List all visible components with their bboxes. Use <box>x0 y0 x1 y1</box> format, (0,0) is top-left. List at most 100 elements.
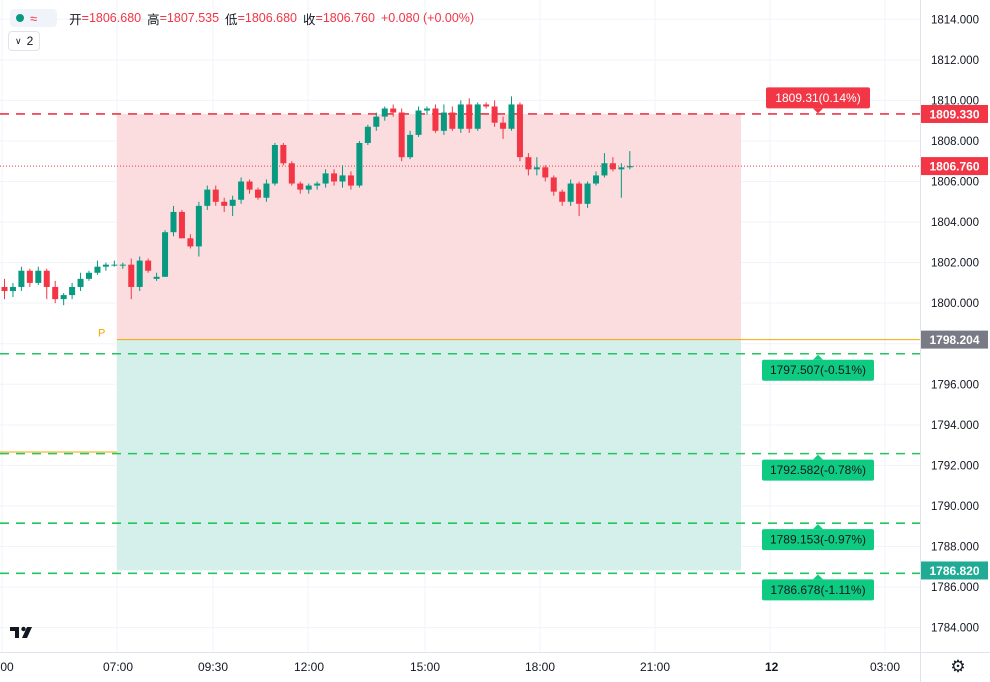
candle-body[interactable] <box>263 183 270 198</box>
candle-body[interactable] <box>119 264 126 266</box>
candle-body[interactable] <box>440 112 447 131</box>
candle-body[interactable] <box>483 104 490 107</box>
candle-body[interactable] <box>373 116 380 127</box>
long-position-zones[interactable]: P <box>0 113 920 571</box>
candle-body[interactable] <box>195 205 202 247</box>
candle-body[interactable] <box>102 264 109 267</box>
series-status-badge[interactable]: ≈ <box>10 9 58 27</box>
candle-body[interactable] <box>381 108 388 117</box>
candle-body[interactable] <box>128 264 135 287</box>
candle-body[interactable] <box>567 183 574 202</box>
candle-body[interactable] <box>533 167 540 170</box>
price-tick-label: 1788.000 <box>931 542 979 554</box>
candle-body[interactable] <box>297 183 304 190</box>
candle-body[interactable] <box>601 163 608 176</box>
candle-body[interactable] <box>26 270 33 283</box>
candle-body[interactable] <box>170 211 177 233</box>
candle-body[interactable] <box>43 270 50 287</box>
price-tick-label: 1814.000 <box>931 14 979 26</box>
candle-body[interactable] <box>542 167 549 178</box>
candle-body[interactable] <box>415 110 422 135</box>
candle-body[interactable] <box>500 122 507 129</box>
candle-body[interactable] <box>364 126 371 143</box>
stop-zone[interactable] <box>117 339 741 571</box>
candle-body[interactable] <box>550 177 557 192</box>
candle-body[interactable] <box>187 238 194 247</box>
candle-body[interactable] <box>204 189 211 206</box>
candle-body[interactable] <box>584 183 591 204</box>
candle-body[interactable] <box>305 185 312 190</box>
candle-body[interactable] <box>516 104 523 158</box>
candle-body[interactable] <box>432 108 439 131</box>
candle-body[interactable] <box>593 175 599 184</box>
time-tick-label: 21:00 <box>640 660 670 674</box>
level-tooltip-text: 1786.678(-1.11%) <box>770 583 865 597</box>
candle-body[interactable] <box>457 104 464 129</box>
price-label-text-current: 1806.760 <box>929 160 979 174</box>
price-label-stop <box>921 561 988 580</box>
price-label-entry <box>921 330 988 349</box>
candle-body[interactable] <box>280 145 287 164</box>
price-tick-label: 1784.000 <box>931 623 979 635</box>
time-tick-label: 03:00 <box>870 660 900 674</box>
dashed-price-levels[interactable] <box>0 113 920 575</box>
level-tooltips: 1809.31(0.14%) 1797.507(-0.51%) 1792.582(-… <box>762 87 874 601</box>
candle-body[interactable] <box>331 173 338 182</box>
open-label: 开 <box>69 12 82 27</box>
candle-body[interactable] <box>162 232 169 277</box>
close-label: 收 <box>303 12 316 27</box>
tradingview-logo-icon[interactable] <box>9 624 37 640</box>
candle-body[interactable] <box>288 163 295 184</box>
candle-body[interactable] <box>559 191 566 202</box>
candle-body[interactable] <box>339 175 346 182</box>
candle-body[interactable] <box>609 163 616 170</box>
candle-body[interactable] <box>238 181 245 200</box>
candle-body[interactable] <box>136 260 143 287</box>
candle-body[interactable] <box>255 189 261 198</box>
candle-body[interactable] <box>322 173 329 184</box>
candle-body[interactable] <box>18 270 25 287</box>
candle-body[interactable] <box>229 199 236 206</box>
candle-body[interactable] <box>618 167 625 170</box>
candle-body[interactable] <box>246 181 253 190</box>
candle-body[interactable] <box>9 286 16 292</box>
candle-body[interactable] <box>398 112 405 158</box>
gear-icon[interactable]: ⚙ <box>950 657 966 676</box>
indicator-toggle-button[interactable]: ∨ 2 <box>8 31 41 51</box>
candle-body[interactable] <box>86 272 92 279</box>
candle-body[interactable] <box>271 145 278 184</box>
candle-body[interactable] <box>212 189 219 202</box>
candlestick-series[interactable] <box>1 96 633 306</box>
time-axis[interactable]: :00 07:00 09:30 12:00 15:00 18:00 21:00 12 03:00 <box>0 652 990 675</box>
candle-body[interactable] <box>474 104 481 129</box>
candle-body[interactable] <box>94 266 101 273</box>
candle-body[interactable] <box>576 183 583 204</box>
candle-body[interactable] <box>449 112 456 129</box>
candle-body[interactable] <box>466 104 473 129</box>
level-tooltip-text: 1789.153(-0.97%) <box>770 533 866 547</box>
candle-body[interactable] <box>390 108 397 113</box>
candle-body[interactable] <box>407 134 414 158</box>
profit-zone[interactable] <box>117 113 741 340</box>
candle-body[interactable] <box>69 286 76 296</box>
time-tick-label: 07:00 <box>103 660 133 674</box>
candle-body[interactable] <box>508 104 515 129</box>
candle-body[interactable] <box>178 211 185 239</box>
candle-body[interactable] <box>145 260 152 271</box>
candle-body[interactable] <box>356 142 363 186</box>
candle-body[interactable] <box>52 286 59 300</box>
candle-body[interactable] <box>1 286 8 292</box>
candle-body[interactable] <box>424 108 430 111</box>
candle-body[interactable] <box>525 157 532 170</box>
candle-body[interactable] <box>347 175 354 186</box>
candle-body[interactable] <box>491 106 498 123</box>
candle-body[interactable] <box>221 201 228 206</box>
candle-body[interactable] <box>111 264 118 266</box>
candle-body[interactable] <box>314 183 321 186</box>
candle-body[interactable] <box>60 295 67 300</box>
candle-body[interactable] <box>77 278 84 287</box>
candle-body[interactable] <box>35 270 42 283</box>
candle-body[interactable] <box>626 166 633 168</box>
candle-body[interactable] <box>153 276 160 279</box>
